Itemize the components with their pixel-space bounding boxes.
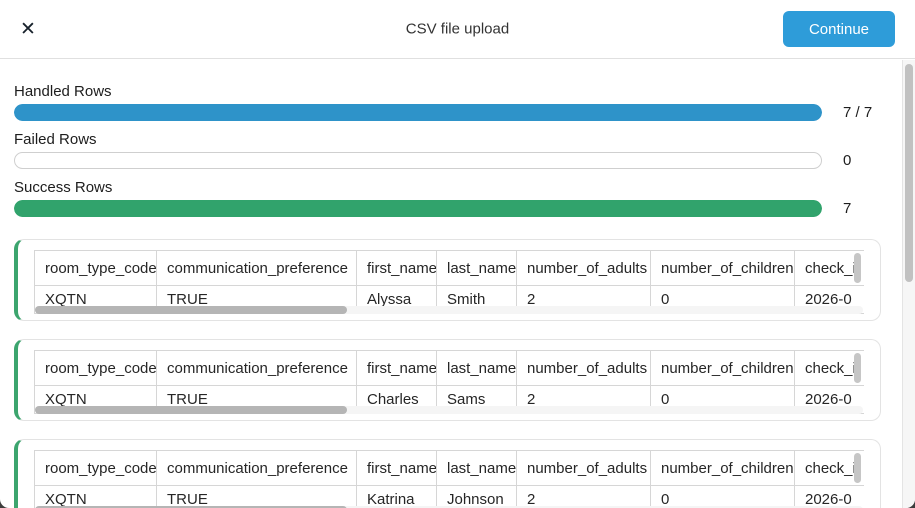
row-card-1: room_type_code communication_preference … [14, 239, 881, 321]
cell-last-name: Johnson [436, 485, 517, 508]
table-horizontal-scrollbar[interactable] [35, 306, 863, 314]
column-header: check_i [794, 250, 864, 286]
csv-table-wrap-2: room_type_code communication_preference … [34, 350, 864, 414]
progress-label-success: Success Rows [14, 179, 113, 196]
cell-first-name: Katrina [356, 485, 437, 508]
table-vertical-scrollbar-thumb[interactable] [854, 453, 861, 483]
progress-fill-handled [14, 104, 822, 121]
cell-number-of-children: 0 [650, 485, 795, 508]
column-header: communication_preference [156, 350, 357, 386]
dialog-content: Handled Rows 7 / 7 Failed Rows 0 Success… [0, 59, 915, 508]
column-header: number_of_adults [516, 250, 651, 286]
progress-label-handled: Handled Rows [14, 83, 112, 100]
table-header-row: room_type_code communication_preference … [34, 350, 864, 386]
progress-section-failed: Failed Rows 0 [14, 131, 915, 169]
table-horizontal-scrollbar[interactable] [35, 506, 863, 508]
column-header: number_of_children [650, 250, 795, 286]
column-header: number_of_adults [516, 450, 651, 486]
table-header-row: room_type_code communication_preference … [34, 250, 864, 286]
column-header: communication_preference [156, 450, 357, 486]
column-header: room_type_code [34, 250, 157, 286]
cell-check-in: 2026-0 [794, 485, 864, 508]
cell-communication-preference: TRUE [156, 485, 357, 508]
table-header-row: room_type_code communication_preference … [34, 450, 864, 486]
close-icon[interactable]: ✕ [20, 18, 36, 40]
progress-section-success: Success Rows 7 [14, 179, 915, 217]
table-horizontal-scrollbar-thumb[interactable] [35, 506, 347, 508]
column-header: last_name [436, 350, 517, 386]
table-horizontal-scrollbar[interactable] [35, 406, 863, 414]
dialog-title: CSV file upload [405, 20, 510, 38]
page-vertical-scrollbar-thumb[interactable] [905, 64, 913, 282]
column-header: first_name [356, 250, 437, 286]
column-header: first_name [356, 350, 437, 386]
row-card-2: room_type_code communication_preference … [14, 339, 881, 421]
table-vertical-scrollbar-thumb[interactable] [854, 353, 861, 383]
row-card-list: room_type_code communication_preference … [14, 239, 915, 508]
csv-table-wrap-3: room_type_code communication_preference … [34, 450, 864, 508]
table-data-row: XQTN TRUE Katrina Johnson 2 0 2026-0 [34, 485, 864, 508]
column-header: number_of_children [650, 450, 795, 486]
table-vertical-scrollbar-thumb[interactable] [854, 253, 861, 283]
column-header: check_i [794, 450, 864, 486]
progress-bar-handled [14, 104, 822, 121]
column-header: room_type_code [34, 450, 157, 486]
progress-label-failed: Failed Rows [14, 131, 97, 148]
page-vertical-scrollbar[interactable] [902, 60, 915, 508]
column-header: number_of_children [650, 350, 795, 386]
continue-button[interactable]: Continue [782, 11, 895, 47]
csv-table-wrap-1: room_type_code communication_preference … [34, 250, 864, 314]
column-header: check_i [794, 350, 864, 386]
column-header: communication_preference [156, 250, 357, 286]
column-header: room_type_code [34, 350, 157, 386]
progress-fill-success [14, 200, 822, 217]
column-header: last_name [436, 250, 517, 286]
column-header: last_name [436, 450, 517, 486]
dialog-header: ✕ CSV file upload Continue [0, 0, 915, 59]
column-header: number_of_adults [516, 350, 651, 386]
progress-bar-success [14, 200, 822, 217]
progress-value-handled: 7 / 7 [843, 104, 873, 121]
progress-bar-failed [14, 152, 822, 169]
row-card-3: room_type_code communication_preference … [14, 439, 881, 508]
progress-value-success: 7 [843, 200, 852, 217]
csv-preview-table-1: room_type_code communication_preference … [34, 250, 864, 314]
progress-value-failed: 0 [843, 152, 852, 169]
csv-preview-table-3: room_type_code communication_preference … [34, 450, 864, 508]
cell-room-type-code: XQTN [34, 485, 157, 508]
csv-preview-table-2: room_type_code communication_preference … [34, 350, 864, 414]
table-horizontal-scrollbar-thumb[interactable] [35, 406, 347, 414]
column-header: first_name [356, 450, 437, 486]
table-horizontal-scrollbar-thumb[interactable] [35, 306, 347, 314]
progress-section-handled: Handled Rows 7 / 7 [14, 83, 915, 121]
cell-number-of-adults: 2 [516, 485, 651, 508]
